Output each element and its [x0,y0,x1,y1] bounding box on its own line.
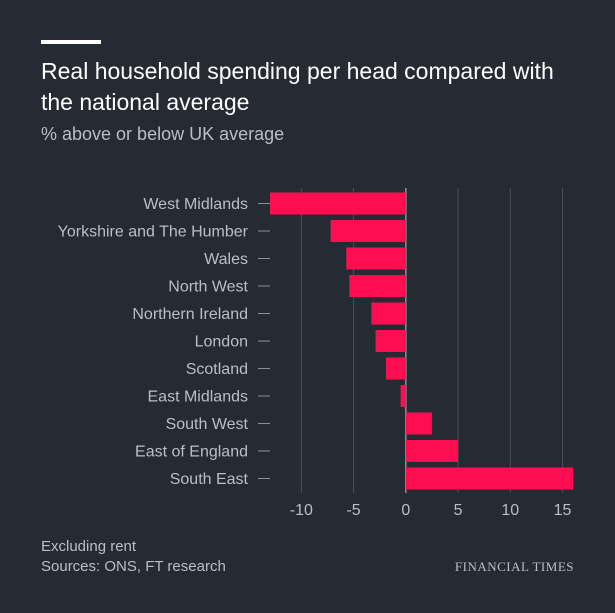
category-label: East of England [135,444,248,461]
chart-subtitle: % above or below UK average [41,124,285,144]
category-label: Wales [204,251,248,268]
bar-west-midlands [270,192,406,215]
x-tick-label: 15 [554,502,572,519]
category-label: Yorkshire and The Humber [58,224,249,241]
category-label: South East [170,471,249,488]
axis-layer: -10 -5 0 5 10 15 [258,203,572,519]
category-label: West Midlands [143,196,248,213]
bar-yorkshire-and-the-humber [330,220,406,242]
chart-title: Real household spending per head compare… [41,58,554,115]
bar-south-east [405,467,573,490]
bar-south-west [405,412,432,435]
bar-east-of-england [405,440,459,462]
x-tick-label: -10 [290,502,313,519]
x-tick-label: -5 [346,502,360,519]
bar-wales [346,247,406,270]
x-tick-label: 10 [501,502,519,519]
bar-north-west [349,275,406,297]
title-accent-rule [41,40,101,44]
category-label: London [195,334,248,351]
category-label: North West [168,279,248,296]
bar-london [375,330,406,352]
x-tick-label: 0 [401,502,410,519]
bar-scotland [385,357,406,380]
category-label: East Midlands [148,389,249,406]
x-tick-label: 5 [454,502,463,519]
bar-layer [270,192,573,490]
category-label: South West [166,416,249,433]
footnote: Excluding rent [41,538,137,555]
bar-east-midlands [400,385,406,407]
category-label: Scotland [186,361,248,378]
category-label: Northern Ireland [132,306,248,323]
label-layer: West Midlands Yorkshire and The Humber Wal… [58,196,249,488]
bar-northern-ireland [371,302,406,325]
brand-wordmark: FINANCIAL TIMES [454,559,574,574]
source-note: Sources: ONS, FT research [41,558,226,575]
